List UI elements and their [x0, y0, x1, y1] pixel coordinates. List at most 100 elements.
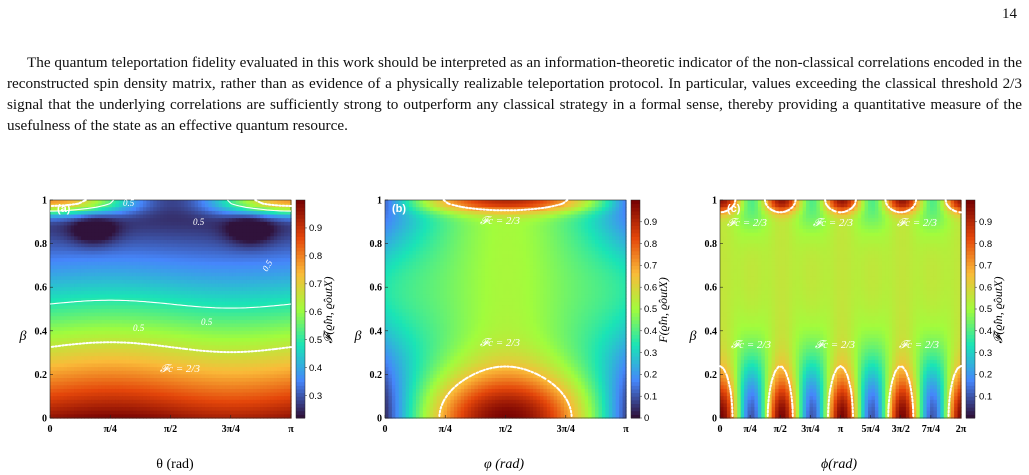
heatmap-cell-b [484, 225, 489, 230]
heatmap-cell-b [484, 229, 489, 234]
heatmap-cell-a [242, 341, 247, 346]
heatmap-cell-a [215, 367, 220, 372]
colorbar-step-a [296, 276, 305, 281]
heatmap-cell-a [163, 243, 168, 248]
heatmap-cell-a [253, 294, 258, 299]
heatmap-cell-a [80, 330, 86, 336]
heatmap-cell-a [215, 298, 220, 303]
heatmap-cell-a [263, 225, 268, 230]
heatmap-cell-a [136, 236, 141, 241]
heatmap-cell-a [277, 258, 282, 263]
heatmap-cell-b [443, 203, 448, 208]
heatmap-cell-a [201, 374, 206, 379]
heatmap-cell-a [74, 352, 79, 357]
heatmap-cell-a [170, 403, 175, 408]
heatmap-cell-a [132, 327, 137, 332]
heatmap-cell-a [235, 392, 240, 397]
heatmap-cell-a [177, 385, 182, 390]
heatmap-cell-a [208, 287, 213, 292]
heatmap-cell-a [67, 403, 72, 408]
heatmap-cell-a [177, 367, 182, 372]
heatmap-cell-a [249, 214, 254, 219]
heatmap-cell-a [177, 407, 182, 412]
heatmap-cell-a [242, 225, 247, 230]
heatmap-cell-a [287, 414, 292, 419]
heatmap-cell-a [60, 229, 65, 234]
heatmap-cell-a [266, 232, 271, 237]
heatmap-cell-a [146, 388, 151, 394]
heatmap-cell-a [118, 254, 123, 259]
heatmap-cell-a [173, 367, 178, 372]
heatmap-cell-a [105, 200, 110, 205]
heatmap-cell-a [167, 276, 172, 281]
heatmap-cell-b [477, 225, 482, 230]
heatmap-cell-a [225, 316, 230, 321]
heatmap-cell-a [177, 229, 182, 234]
heatmap-cell-a [211, 298, 216, 303]
heatmap-cell-a [198, 243, 203, 248]
heatmap-cell-a [198, 378, 203, 383]
heatmap-cell-a [280, 403, 285, 408]
heatmap-cell-a [118, 352, 123, 357]
heatmap-cell-a [249, 370, 254, 375]
heatmap-cell-a [229, 381, 234, 386]
heatmap-cell-a [53, 407, 58, 412]
heatmap-cell-a [253, 225, 258, 230]
heatmap-cell-a [187, 381, 192, 386]
heatmap-cell-b [533, 229, 538, 234]
heatmap-cell-a [287, 221, 292, 227]
heatmap-cell-a [53, 323, 58, 328]
heatmap-cell-a [194, 265, 199, 270]
heatmap-cell-a [273, 323, 278, 328]
heatmap-cell-a [156, 319, 161, 325]
heatmap-cell-a [177, 410, 182, 415]
heatmap-cell-a [170, 258, 175, 263]
heatmap-cell-a [153, 290, 158, 296]
heatmap-cell-a [163, 200, 168, 205]
heatmap-cell-b [601, 214, 606, 219]
heatmap-cell-a [163, 269, 168, 274]
heatmap-cell-a [270, 218, 275, 223]
heatmap-cell-b [495, 214, 500, 219]
heatmap-cell-b [426, 218, 431, 223]
heatmap-cell-a [184, 352, 189, 357]
heatmap-cell-a [253, 338, 258, 343]
heatmap-cell-a [277, 309, 282, 314]
heatmap-cell-a [136, 403, 141, 408]
heatmap-cell-a [84, 290, 89, 296]
heatmap-cell-a [256, 381, 261, 386]
heatmap-cell-a [225, 407, 230, 412]
heatmap-cell-a [160, 327, 165, 332]
heatmap-cell-a [232, 305, 237, 310]
heatmap-cell-a [239, 345, 244, 350]
heatmap-cell-a [153, 341, 158, 346]
heatmap-cell-a [229, 309, 234, 314]
heatmap-cell-b [546, 210, 551, 216]
heatmap-cell-a [125, 348, 130, 354]
heatmap-cell-a [142, 298, 147, 303]
heatmap-cell-a [111, 200, 117, 205]
heatmap-cell-a [256, 229, 261, 234]
heatmap-cell-a [225, 345, 230, 350]
heatmap-cell-a [77, 236, 82, 241]
heatmap-cell-a [229, 243, 234, 248]
heatmap-cell-a [218, 229, 223, 234]
heatmap-cell-a [67, 276, 72, 281]
heatmap-cell-a [77, 203, 82, 208]
heatmap-cell-b [429, 221, 434, 227]
heatmap-cell-a [246, 330, 251, 336]
heatmap-cell-b [581, 207, 586, 212]
heatmap-cell-b [543, 214, 548, 219]
heatmap-cell-a [204, 272, 209, 277]
heatmap-cell-b [615, 221, 620, 227]
heatmap-cell-a [184, 367, 189, 372]
heatmap-cell-b [415, 200, 421, 205]
heatmap-cell-a [242, 298, 247, 303]
heatmap-cell-a [229, 272, 234, 277]
heatmap-cell-a [129, 276, 134, 281]
heatmap-cell-a [146, 403, 151, 408]
heatmap-cell-a [287, 392, 292, 397]
heatmap-cell-a [153, 312, 158, 317]
heatmap-cell-a [222, 359, 227, 365]
heatmap-cell-a [208, 352, 213, 357]
